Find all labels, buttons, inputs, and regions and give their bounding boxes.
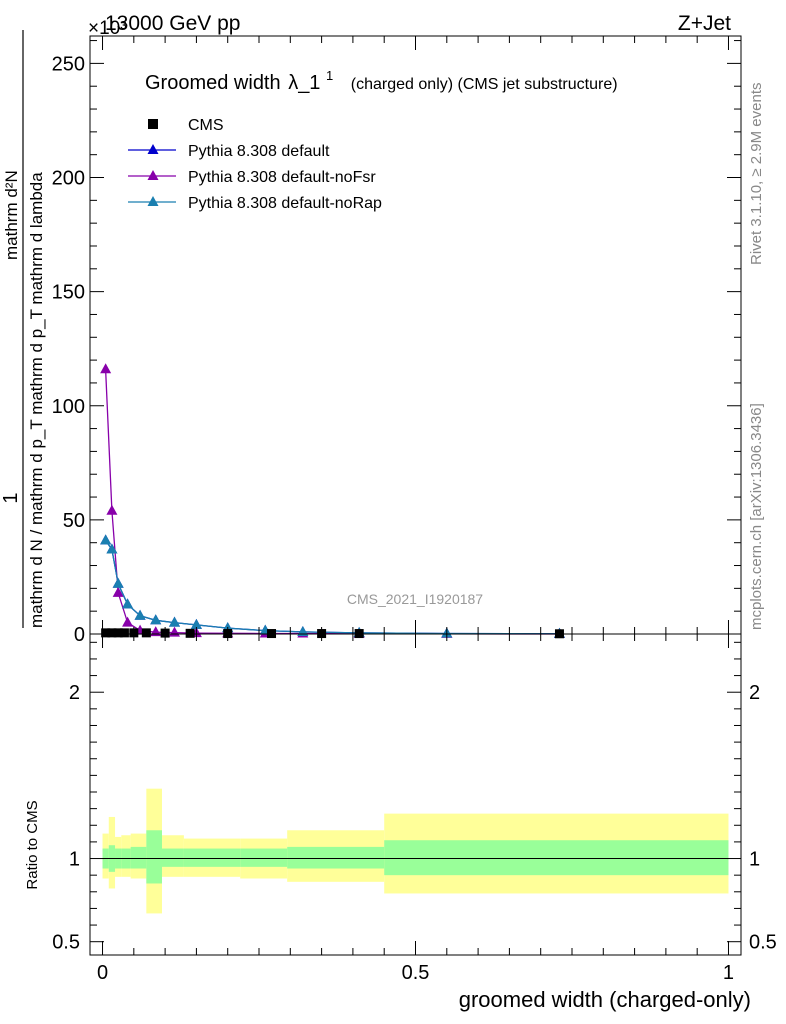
main-ylabel-top: 1	[0, 492, 22, 503]
ratio-xtick-label: 0	[97, 962, 108, 984]
ratio-ytick-label-right: 1	[749, 849, 760, 871]
header-process: Z+Jet	[678, 12, 731, 35]
main-panel: 0 50 100 150 200 250	[52, 35, 742, 646]
series-point	[190, 618, 202, 629]
series-point	[122, 598, 134, 609]
legend-label: Pythia 8.308 default-noRap	[188, 195, 382, 212]
series-point	[150, 614, 162, 625]
ratio-band-inner	[240, 848, 288, 867]
series-line	[104, 369, 560, 635]
ratio-ytick-label: 0.5	[52, 932, 80, 954]
main-ytick-label: 200	[52, 168, 85, 190]
legend-label: Pythia 8.308 default	[188, 143, 330, 160]
rivet-label: Rivet 3.1.10, ≥ 2.9M events	[748, 83, 765, 266]
series-point	[112, 586, 124, 597]
legend-label: Pythia 8.308 default-noFsr	[188, 169, 376, 186]
main-ytick-label: 0	[74, 624, 85, 646]
main-ytick-label: 150	[52, 282, 85, 304]
ratio-xtick-label: 0.5	[402, 962, 430, 984]
legend-entry: Pythia 8.308 default-noFsr	[128, 169, 376, 186]
ratio-band-inner	[146, 830, 162, 884]
main-ylabel-top2: mathrm d²N	[2, 170, 21, 260]
legend-title-sup: 1	[326, 68, 333, 83]
legend-title-lambda: λ_1	[288, 72, 320, 94]
series-point	[122, 616, 134, 627]
main-ytick-label: 50	[63, 510, 85, 532]
series-point	[100, 534, 112, 545]
cms-point	[101, 628, 111, 638]
ratio-panel: 0.5 0.5 1 1 2 2 0 0.5 1	[52, 633, 777, 984]
main-ytick-label: 100	[52, 396, 85, 418]
ratio-frame	[89, 633, 742, 956]
series-point	[106, 504, 118, 515]
series-point	[100, 363, 112, 374]
series-point	[169, 616, 181, 627]
ratio-xtick-label: 1	[723, 962, 734, 984]
ratio-band-inner	[161, 848, 184, 867]
cms-point	[107, 628, 117, 638]
legend-label: CMS	[188, 117, 224, 134]
series-point	[106, 543, 118, 554]
legend-entry: Pythia 8.308 default-noRap	[128, 195, 382, 212]
header-energy: 13000 GeV pp	[105, 12, 240, 35]
series-point	[134, 609, 146, 620]
series-point	[169, 626, 181, 637]
ratio-band-inner	[130, 846, 147, 869]
cms-point	[119, 628, 129, 638]
ratio-ytick-label-right: 0.5	[749, 932, 777, 954]
legend-marker	[147, 144, 159, 154]
legend-title: Groomed width λ_1 1 (charged only) (CMS …	[145, 63, 618, 94]
ratio-band-inner	[183, 848, 241, 867]
ratio-band-inner	[384, 840, 729, 876]
header-exponent: ×10³	[88, 18, 127, 39]
mcplots-label: mcplots.cern.ch [arXiv:1306.3436]	[748, 403, 765, 630]
legend-marker	[147, 196, 159, 206]
legend-title-rest: (charged only) (CMS jet substructure)	[351, 76, 618, 93]
cms-point	[141, 628, 151, 638]
main-ytick-label: 250	[52, 53, 85, 75]
cms-point	[185, 628, 195, 638]
ratio-band-inner	[287, 846, 385, 869]
ratio-ylabel: Ratio to CMS	[24, 800, 41, 889]
watermark: CMS_2021_I1920187	[347, 591, 483, 607]
legend-entry: Pythia 8.308 default	[128, 143, 330, 160]
cms-point	[113, 628, 123, 638]
legend-marker	[147, 170, 159, 180]
ratio-ytick-label: 2	[69, 682, 80, 704]
legend-title-main: Groomed width	[145, 72, 281, 94]
main-ylabel: 1 mathrm d N / mathrm d p_T mathrm d p_T…	[0, 30, 46, 628]
ratio-ytick-label: 1	[69, 849, 80, 871]
series-point	[112, 577, 124, 588]
legend-entry: CMS	[148, 117, 224, 134]
ratio-xlabel: groomed width (charged-only)	[459, 987, 751, 1012]
series-point	[297, 625, 309, 636]
legend: Groomed width λ_1 1 (charged only) (CMS …	[128, 63, 618, 212]
ratio-ytick-label-right: 2	[749, 682, 760, 704]
main-ylabel-bottom: mathrm d N / mathrm d p_T mathrm d p_T m…	[27, 172, 46, 628]
legend-marker	[148, 119, 158, 129]
